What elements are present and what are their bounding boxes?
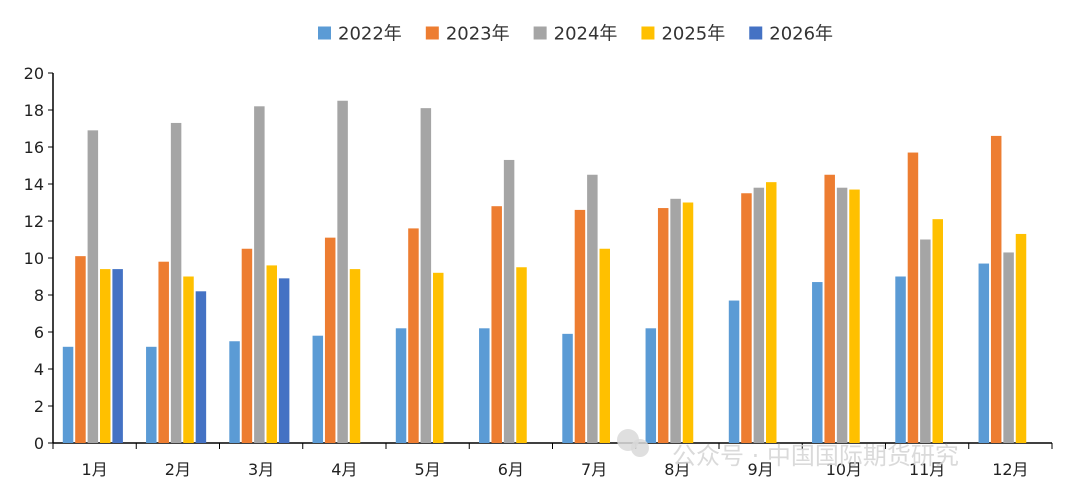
legend-item: 2024年: [533, 24, 618, 45]
x-tick-label: 1月: [82, 460, 108, 479]
y-tick-label: 6: [34, 323, 44, 342]
legend-label: 2022年: [338, 24, 402, 45]
bar: [849, 189, 860, 443]
bar: [766, 182, 777, 443]
x-tick-label: 10月: [826, 460, 862, 479]
y-tick-label: 14: [24, 175, 44, 194]
wechat-icon: [617, 429, 649, 457]
x-tick-label: 11月: [909, 460, 945, 479]
bar: [170, 122, 182, 443]
bar: [812, 282, 823, 443]
bar: [503, 159, 515, 443]
legend-swatch: [641, 26, 655, 40]
bar: [183, 276, 194, 443]
y-tick-label: 0: [34, 434, 44, 453]
bar: [278, 278, 290, 443]
x-axis: 1月 2月 3月 4月 5月 6月 7月 8月 9月 10月 11月 12月: [52, 442, 1053, 479]
bar: [599, 248, 610, 443]
legend-item: 2023年: [425, 24, 510, 45]
bar: [195, 291, 207, 443]
bars: [62, 100, 1027, 444]
bar: [100, 269, 111, 443]
bar: [836, 187, 848, 443]
legend-label: 2026年: [769, 24, 833, 45]
x-tick-label: 12月: [992, 460, 1028, 479]
bar: [395, 328, 407, 443]
bar: [670, 198, 681, 443]
legend-swatch: [425, 26, 439, 40]
x-tick-label: 4月: [331, 460, 357, 479]
bar: [574, 209, 586, 443]
x-tick-label: 2月: [165, 460, 191, 479]
bar: [254, 106, 265, 444]
bar: [1015, 233, 1027, 443]
bar: [1003, 252, 1014, 443]
bar: [312, 335, 324, 443]
watermark-text: 公众号 · 中国国际期货研究: [672, 442, 959, 470]
y-tick-label: 10: [24, 249, 44, 268]
x-tick-label: 7月: [581, 460, 607, 479]
bar: [932, 219, 943, 443]
y-tick-label: 16: [24, 138, 44, 157]
bar: [158, 261, 169, 443]
bar: [907, 152, 919, 444]
legend: 2022年 2023年 2024年 2025年 2026年: [318, 24, 833, 45]
bar: [75, 256, 86, 443]
legend-item: 2026年: [749, 24, 833, 45]
legend-label: 2024年: [554, 24, 618, 45]
legend-swatch: [749, 26, 763, 40]
legend-item: 2025年: [641, 24, 725, 45]
bar: [645, 328, 657, 443]
bar: [433, 272, 444, 443]
y-tick-label: 4: [34, 360, 44, 379]
bar: [728, 300, 740, 443]
bar: [241, 248, 253, 443]
bar: [516, 267, 527, 443]
legend-swatch: [318, 26, 331, 40]
bar: [920, 239, 931, 443]
bar: [587, 174, 598, 443]
bar: [824, 174, 835, 443]
y-tick-label: 18: [24, 101, 44, 120]
watermark: 公众号 · 中国国际期货研究: [617, 429, 959, 470]
bar: [146, 346, 157, 443]
bar: [408, 228, 419, 443]
y-tick-label: 8: [34, 286, 44, 305]
bar: [87, 130, 99, 443]
bar: [349, 269, 361, 443]
legend-swatch: [533, 26, 547, 40]
bar: [491, 206, 502, 443]
bar: [562, 333, 573, 443]
bar: [657, 208, 669, 443]
y-tick-label: 12: [24, 212, 44, 231]
legend-label: 2025年: [661, 24, 725, 45]
bar: [324, 237, 336, 443]
bar: [682, 202, 694, 443]
bar: [741, 193, 752, 443]
y-tick-label: 2: [34, 397, 44, 416]
x-tick-label: 8月: [664, 460, 690, 479]
bar: [266, 265, 277, 443]
legend-item: 2022年: [318, 24, 402, 45]
x-tick-label: 5月: [415, 460, 441, 479]
bar: [420, 108, 432, 444]
x-tick-label: 3月: [248, 460, 274, 479]
bar: [112, 269, 123, 443]
x-tick-label: 9月: [748, 460, 774, 479]
legend-label: 2023年: [446, 24, 510, 45]
bar: [978, 263, 990, 443]
x-tick-label: 6月: [498, 460, 524, 479]
bar: [479, 328, 490, 443]
bar: [753, 187, 765, 443]
bar: [990, 135, 1002, 443]
y-tick-label: 20: [24, 64, 44, 83]
bar: [895, 276, 906, 443]
y-axis: 0 2 4 6 8 10 12 14 16 18 20: [24, 64, 54, 453]
bar: [62, 346, 74, 443]
bar: [229, 341, 240, 443]
bar: [337, 100, 348, 443]
